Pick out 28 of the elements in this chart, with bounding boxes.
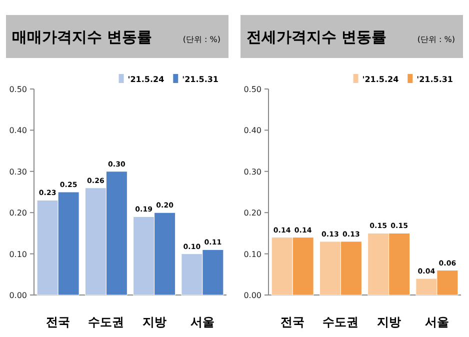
y-tick-label: 0.00 (9, 291, 27, 300)
chart-title: 전세가격지수 변동률 (246, 28, 387, 46)
y-tick-label: 0.50 (9, 85, 27, 94)
x-tick-label: 수도권 (88, 315, 124, 329)
chart-subtitle: (단위 : %) (417, 35, 455, 44)
y-tick-label: 0.20 (9, 208, 27, 218)
legend-label: '21.5.31 (416, 75, 454, 84)
y-tick-label: 0.30 (9, 167, 27, 176)
y-tick-label: 0.10 (244, 250, 262, 259)
x-tick-label: 서울 (424, 315, 449, 329)
y-tick-label: 0.50 (244, 85, 262, 94)
y-tick-label: 0.10 (9, 250, 27, 259)
y-tick-label: 0.40 (244, 126, 262, 136)
y-tick-label: 0.20 (244, 208, 262, 218)
x-tick-label: 지방 (142, 315, 166, 329)
legend-label: '21.5.31 (182, 75, 219, 84)
x-tick-label: 서울 (190, 315, 214, 329)
legend-label: '21.5.24 (362, 75, 400, 84)
y-tick-label: 0.00 (244, 291, 262, 300)
legend-label: '21.5.24 (128, 75, 165, 84)
y-tick-label: 0.40 (9, 126, 27, 136)
x-tick-label: 전국 (46, 315, 70, 329)
x-tick-label: 전국 (280, 315, 305, 329)
chart-title: 매매가격지수 변동률 (12, 28, 152, 46)
chart-subtitle: (단위 : %) (182, 35, 220, 44)
x-tick-label: 지방 (376, 315, 401, 329)
x-tick-label: 수도권 (322, 315, 359, 329)
y-tick-label: 0.30 (244, 167, 262, 176)
